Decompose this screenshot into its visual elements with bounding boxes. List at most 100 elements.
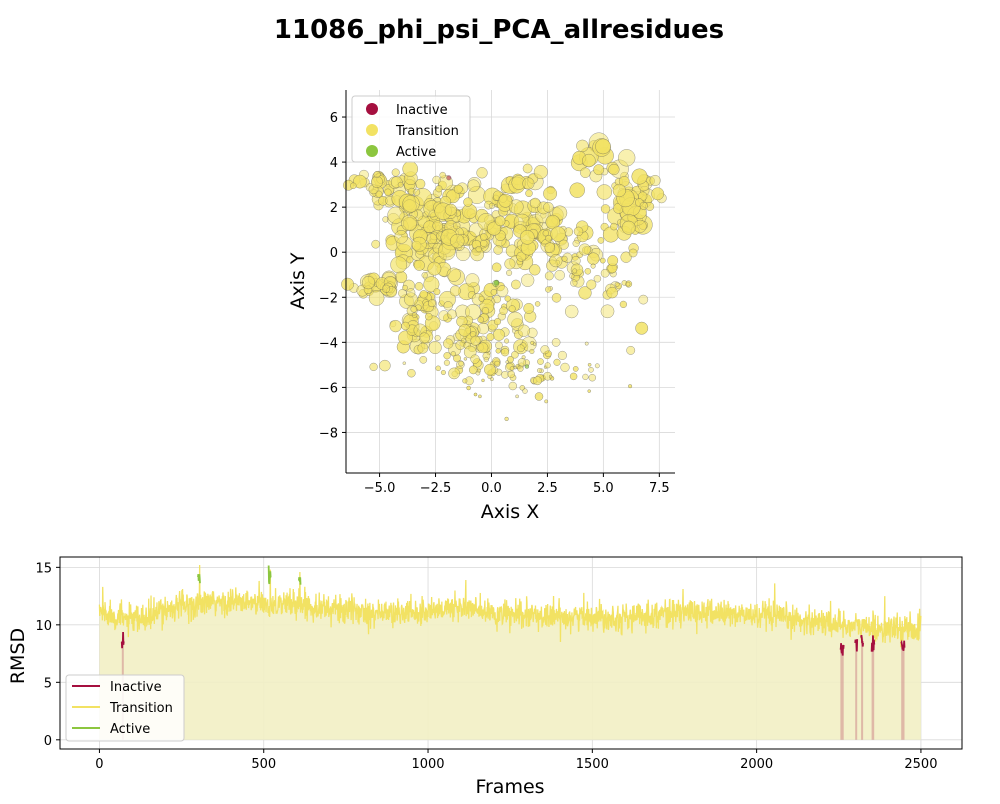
scatter-point [543, 202, 554, 213]
scatter-point [534, 301, 541, 307]
rmsd-x-tick-label: 500 [251, 757, 276, 772]
scatter-point [578, 286, 592, 300]
scatter-point [543, 186, 558, 201]
scatter-point [375, 190, 383, 198]
scatter-point [545, 286, 552, 293]
scatter-point [450, 233, 465, 249]
scatter-point [588, 373, 597, 382]
scatter-point [560, 362, 570, 373]
scatter-point [423, 276, 440, 293]
scatter-point [371, 239, 381, 249]
scatter-point [521, 273, 535, 287]
scatter-point [590, 263, 596, 269]
scatter-point [483, 356, 489, 363]
scatter-point [511, 279, 521, 290]
rmsd-inactive-segment [860, 635, 864, 647]
scatter-point [569, 372, 578, 381]
scatter-point [424, 312, 433, 321]
scatter-point [584, 341, 589, 346]
scatter-point [610, 222, 618, 231]
scatter-point [477, 316, 485, 324]
scatter-point [402, 284, 408, 291]
scatter-point [557, 350, 567, 360]
scatter-point [481, 378, 485, 383]
scatter-point [432, 220, 444, 232]
scatter-point [533, 376, 542, 386]
scatter-point [549, 254, 563, 268]
scatter-y-tick-label: 0 [330, 246, 338, 261]
scatter-point [494, 215, 506, 227]
rmsd-area-fill [99, 565, 921, 740]
scatter-point [443, 359, 450, 366]
scatter-point [542, 230, 549, 237]
scatter-point [427, 261, 442, 276]
scatter-point [515, 394, 519, 399]
scatter-point [507, 370, 515, 379]
rmsd-x-tick-label: 0 [95, 757, 103, 772]
rmsd-inactive-band [855, 642, 858, 740]
scatter-point [504, 258, 516, 270]
scatter-point [529, 348, 535, 355]
scatter-point [417, 342, 429, 354]
rmsd-x-axis-label: Frames [475, 776, 544, 798]
scatter-point [553, 358, 561, 366]
scatter-point [453, 184, 463, 194]
scatter-point [353, 174, 367, 189]
scatter-point [608, 163, 620, 176]
scatter-point [618, 149, 636, 167]
scatter-point [410, 305, 418, 313]
scatter-point [649, 174, 661, 187]
scatter-point [470, 354, 480, 364]
scatter-point [517, 324, 531, 337]
scatter-point [569, 182, 585, 198]
scatter-point [635, 321, 649, 335]
rmsd-inactive-segment [120, 631, 125, 649]
scatter-point [369, 362, 378, 372]
scatter-point [390, 256, 408, 274]
scatter-point [421, 272, 428, 279]
scatter-point [475, 370, 481, 376]
scatter-point [414, 282, 424, 291]
scatter-point [593, 274, 602, 283]
scatter-point [413, 259, 425, 271]
rmsd-inactive-band [840, 647, 844, 740]
scatter-point [628, 248, 638, 258]
scatter-point [588, 366, 594, 373]
scatter-point [569, 273, 575, 279]
rmsd-transition-line [98, 565, 922, 648]
rmsd-y-tick-label: 10 [35, 619, 52, 634]
scatter-point [633, 219, 647, 233]
scatter-point [444, 203, 457, 216]
rmsd-y-axis-label: RMSD [7, 628, 29, 684]
scatter-point [493, 318, 502, 326]
rmsd-inactive-band [871, 645, 875, 740]
scatter-point [544, 399, 549, 404]
scatter-point [473, 392, 478, 397]
scatter-point [532, 342, 537, 346]
scatter-x-tick-label: 2.5 [537, 481, 558, 496]
scatter-point [505, 360, 509, 364]
scatter-point [544, 362, 551, 369]
scatter-point [529, 264, 541, 276]
scatter-point [504, 295, 511, 302]
scatter-point [606, 286, 618, 299]
scatter-point [435, 365, 441, 372]
scatter-point [504, 338, 510, 344]
scatter-point [341, 277, 355, 291]
scatter-point [506, 269, 513, 276]
scatter-point [499, 306, 508, 316]
legend-active-marker [366, 145, 378, 157]
scatter-point [558, 239, 569, 250]
scatter-point [466, 385, 471, 391]
scatter-point [460, 337, 467, 344]
scatter-point [540, 345, 550, 355]
scatter-y-tick-label: −2 [319, 291, 338, 306]
scatter-point [572, 268, 578, 274]
rmsd-frame [59, 556, 963, 750]
scatter-spines [345, 90, 675, 474]
scatter-point [419, 355, 428, 364]
rmsd-x-tick-label: 2000 [740, 757, 773, 772]
